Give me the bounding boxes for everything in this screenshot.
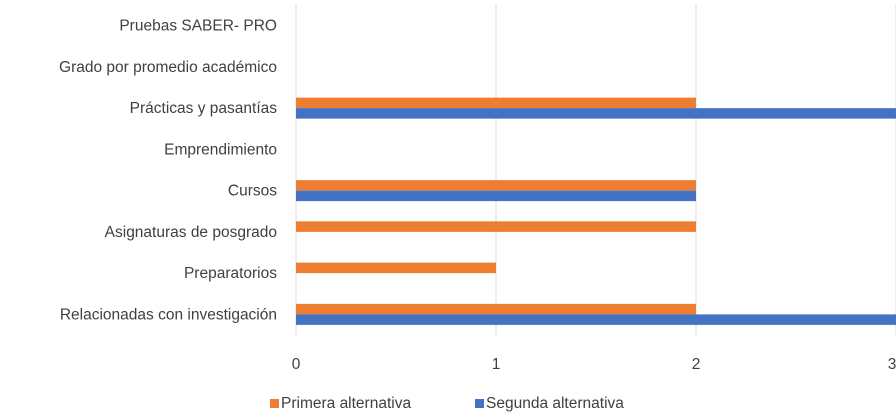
bar-primera-2 — [296, 221, 696, 232]
bar-segunda-3 — [296, 190, 696, 202]
x-tick-label: 2 — [692, 356, 701, 373]
x-tick-label: 1 — [492, 356, 501, 373]
bar-primera-1 — [296, 262, 496, 274]
x-tick-label: 3 — [888, 356, 896, 373]
gridlines — [295, 5, 896, 335]
category-label: Grado por promedio académico — [59, 59, 277, 76]
category-label: Preparatorios — [184, 265, 277, 282]
legend-label: Segunda alternativa — [486, 395, 624, 412]
legend: Primera alternativa Segunda alternativa — [270, 395, 624, 412]
category-label: Cursos — [228, 183, 277, 200]
bar-primera-5 — [296, 97, 696, 109]
category-label: Prácticas y pasantías — [130, 100, 278, 117]
category-label: Pruebas SABER- PRO — [119, 18, 277, 35]
bar-primera-3 — [296, 180, 696, 191]
legend-swatch — [270, 399, 279, 408]
category-label: Emprendimiento — [164, 141, 277, 158]
category-label: Relacionadas con investigación — [60, 306, 277, 323]
legend-swatch — [475, 399, 484, 408]
category-label: Asignaturas de posgrado — [105, 224, 277, 241]
category-labels: Relacionadas con investigación Preparator… — [59, 18, 277, 324]
x-tick-label: 0 — [292, 356, 301, 373]
bar-segunda-0 — [296, 314, 896, 325]
bar-primera-0 — [296, 303, 696, 315]
bar-segunda-5 — [296, 108, 896, 119]
bars — [296, 97, 896, 325]
legend-label: Primera alternativa — [281, 395, 411, 412]
x-tick-labels: 0 1 2 3 — [292, 356, 896, 373]
